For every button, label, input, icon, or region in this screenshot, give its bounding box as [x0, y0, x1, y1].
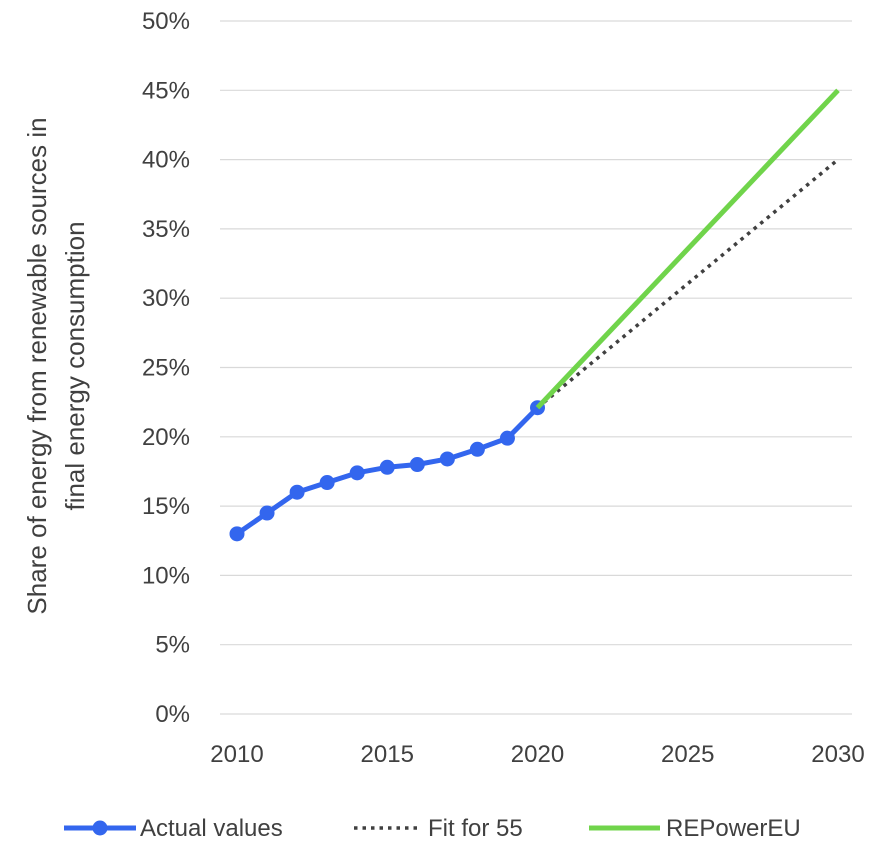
y-tick-label: 40% — [142, 147, 190, 174]
series-lines — [229, 88, 840, 542]
legend: Actual values Fit for 55 REPowerEU — [64, 815, 801, 842]
y-tick-label: 45% — [142, 77, 190, 104]
data-point — [259, 505, 275, 521]
data-point — [349, 465, 365, 481]
y-tick-label: 10% — [142, 562, 190, 589]
data-point — [469, 441, 485, 457]
data-point — [499, 430, 515, 446]
series-line-2 — [535, 88, 840, 410]
data-point — [229, 526, 245, 542]
y-axis-title-line-2: final energy consumption — [60, 221, 90, 510]
legend-label-1: Fit for 55 — [428, 815, 523, 842]
data-point — [319, 475, 335, 491]
y-tick-label: 35% — [142, 216, 190, 243]
x-tick-label: 2020 — [511, 741, 564, 768]
x-tick-label: 2015 — [361, 741, 414, 768]
grid-lines — [220, 20, 852, 715]
legend-label-2: REPowerEU — [666, 815, 801, 842]
data-point — [439, 451, 455, 467]
y-tick-label: 25% — [142, 355, 190, 382]
legend-marker — [92, 820, 108, 836]
y-tick-label: 30% — [142, 285, 190, 312]
y-tick-label: 5% — [155, 632, 190, 659]
data-point — [289, 484, 305, 500]
y-tick-label: 50% — [142, 8, 190, 35]
data-point — [379, 459, 395, 475]
legend-label-0: Actual values — [140, 815, 283, 842]
series-line-1 — [536, 158, 840, 410]
y-tick-label: 15% — [142, 493, 190, 520]
x-axis-ticks: 2010 2015 2020 2025 2030 — [210, 741, 864, 768]
y-axis-ticks: 0% 5% 10% 15% 20% 25% 30% 35% 40% 45% 50% — [142, 8, 190, 728]
x-tick-label: 2030 — [811, 741, 864, 768]
y-tick-label: 20% — [142, 424, 190, 451]
y-axis-title: Share of energy from renewable sources i… — [22, 117, 90, 614]
y-tick-label: 0% — [155, 701, 190, 728]
data-point — [409, 457, 425, 473]
y-axis-title-line-1: Share of energy from renewable sources i… — [22, 117, 52, 614]
x-tick-label: 2010 — [210, 741, 263, 768]
x-tick-label: 2025 — [661, 741, 714, 768]
